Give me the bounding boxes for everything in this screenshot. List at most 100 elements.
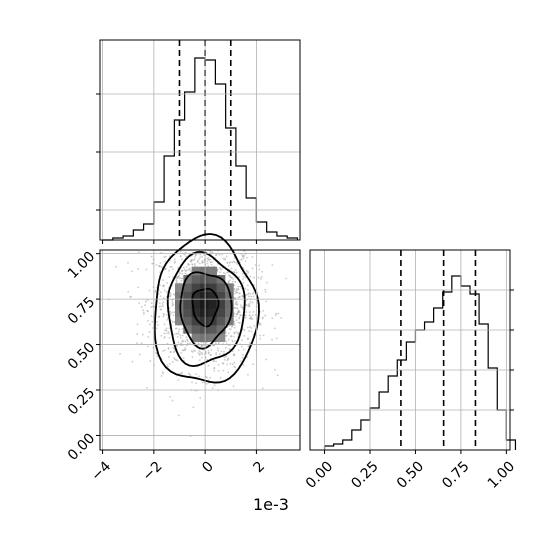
joint-sample-point — [180, 371, 183, 374]
joint-sample-point — [227, 338, 230, 341]
joint-density-cell — [183, 316, 192, 326]
joint-sample-point — [183, 268, 186, 271]
joint-sample-point — [234, 303, 237, 306]
joint-sample-point — [165, 314, 168, 316]
joint-sample-point — [241, 272, 244, 275]
joint-density-cell — [200, 266, 209, 276]
joint-sample-point — [173, 333, 175, 336]
joint-sample-point — [182, 340, 185, 343]
joint-sample-point — [201, 255, 204, 258]
joint-sample-point — [168, 276, 171, 278]
joint-sample-point — [235, 287, 238, 290]
joint-sample-point — [232, 385, 235, 388]
joint-density-cell — [191, 266, 201, 276]
joint-sample-point — [201, 259, 204, 262]
joint-sample-point — [192, 406, 195, 409]
joint-density-cell — [175, 283, 184, 292]
joint-sample-point — [177, 341, 180, 344]
joint-sample-point — [159, 271, 161, 274]
joint-sample-point — [229, 362, 232, 365]
joint-sample-point — [173, 258, 176, 261]
joint-sample-point — [248, 341, 251, 344]
joint-sample-point — [236, 313, 239, 316]
joint-sample-point — [165, 329, 168, 332]
joint-sample-point — [167, 330, 170, 333]
joint-sample-point — [220, 350, 223, 353]
joint-sample-point — [172, 276, 175, 278]
joint-density-cell — [208, 300, 217, 309]
joint-sample-point — [215, 360, 217, 363]
joint-sample-point — [155, 264, 158, 266]
joint-sample-point — [249, 275, 252, 278]
joint-sample-point — [167, 347, 170, 350]
joint-sample-point — [198, 258, 201, 260]
joint-density-cell — [200, 275, 209, 284]
joint-sample-point — [184, 347, 186, 349]
joint-contour-line — [166, 250, 246, 368]
joint-sample-point — [173, 261, 176, 264]
joint-sample-point — [176, 277, 179, 280]
joint-sample-point — [233, 322, 236, 325]
joint-sample-point — [145, 268, 148, 271]
joint-sample-point — [178, 272, 181, 275]
joint-sample-point — [216, 347, 219, 350]
joint-sample-point — [225, 255, 228, 258]
joint-sample-point — [158, 302, 161, 305]
joint-sample-point — [181, 269, 183, 272]
joint-sample-point — [231, 350, 234, 353]
joint-sample-point — [169, 312, 172, 315]
joint-sample-point — [238, 316, 241, 319]
joint-sample-point — [184, 340, 187, 343]
joint-sample-point — [219, 271, 221, 274]
joint-sample-point — [160, 334, 163, 337]
joint-sample-point — [183, 266, 185, 269]
joint-sample-point — [223, 358, 226, 361]
joint-sample-point — [233, 326, 236, 329]
joint-sample-point — [227, 332, 230, 335]
joint-sample-point — [191, 350, 194, 353]
joint-sample-point — [233, 271, 236, 274]
joint-sample-point — [285, 277, 287, 280]
joint-sample-point — [213, 369, 216, 372]
joint-density-cell — [175, 308, 184, 317]
joint-sample-point — [238, 276, 241, 279]
joint-density-cell — [208, 291, 217, 301]
joint-sample-point — [148, 323, 151, 326]
joint-sample-point — [265, 358, 268, 361]
joint-sample-point — [141, 333, 144, 336]
joint-sample-point — [171, 301, 174, 304]
joint-sample-point — [271, 338, 273, 341]
joint-sample-point — [264, 288, 267, 291]
joint-sample-point — [262, 310, 265, 312]
joint-sample-point — [232, 278, 235, 281]
joint-sample-point — [251, 301, 254, 304]
joint-sample-point — [227, 264, 230, 267]
joint-sample-point — [223, 350, 225, 353]
joint-sample-point — [244, 276, 247, 279]
joint-sample-point — [184, 348, 187, 351]
joint-sample-point — [166, 318, 169, 321]
joint-sample-point — [233, 288, 236, 291]
joint-sample-point — [239, 292, 241, 295]
joint-density-cell — [191, 333, 201, 342]
joint-sample-point — [178, 328, 180, 331]
joint-sample-point — [191, 263, 194, 266]
joint-sample-point — [247, 295, 250, 298]
joint-sample-point — [250, 327, 253, 329]
joint-density-cell — [175, 291, 184, 301]
joint-sample-point — [242, 282, 245, 284]
joint-sample-point — [242, 348, 245, 351]
joint-density-cell — [191, 308, 201, 317]
joint-sample-point — [176, 335, 179, 338]
joint-sample-point — [206, 260, 209, 263]
joint-sample-point — [236, 262, 239, 265]
joint-sample-point — [264, 314, 267, 317]
joint-sample-point — [246, 289, 249, 291]
joint-sample-point — [243, 250, 246, 252]
joint-density-cell — [191, 325, 201, 334]
joint-sample-point — [243, 334, 246, 337]
joint-sample-point — [158, 305, 161, 308]
joint-sample-point — [231, 339, 234, 342]
joint-sample-point — [240, 258, 243, 261]
joint-sample-point — [251, 292, 254, 295]
